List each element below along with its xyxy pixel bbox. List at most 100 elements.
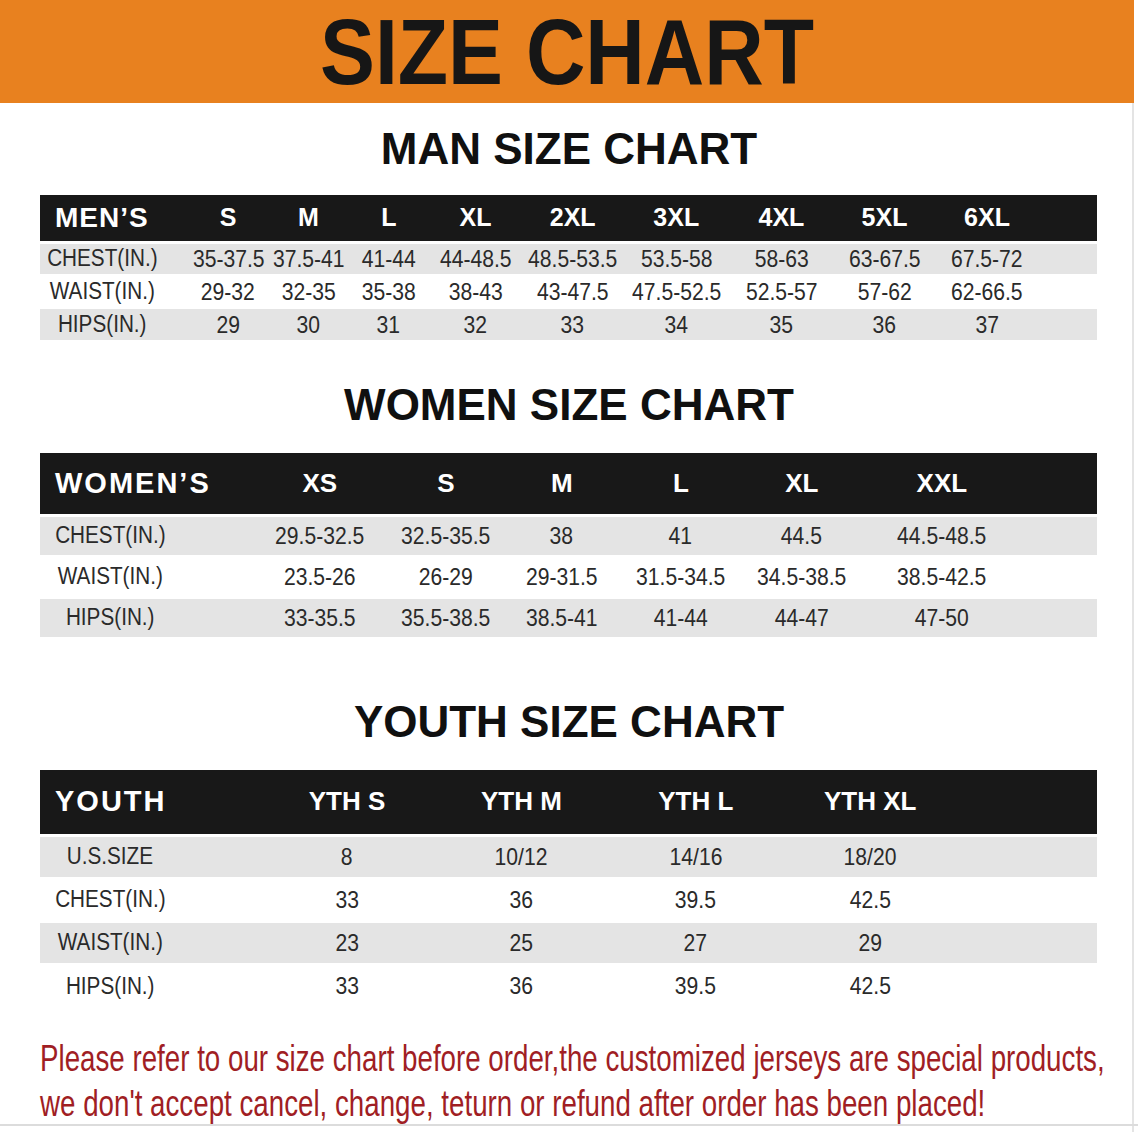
spacer-cell [1039,275,1097,308]
table-cell: 35-38 [349,275,429,308]
spacer-cell [1030,515,1097,556]
table-cell: 47.5-52.5 [623,275,729,308]
table-cell: 29.5-32.5 [260,515,380,556]
youth-size-xl: YTH XL [783,770,957,835]
mens-size-3xl: 3XL [623,195,729,242]
mens-size-l: L [349,195,429,242]
table-cell: 38-43 [429,275,522,308]
mens-size-m: M [268,195,348,242]
row-label: WAIST(IN.) [40,921,260,964]
mens-size-5xl: 5XL [834,195,935,242]
women-size-chart-heading: WOMEN SIZE CHART [0,382,1138,428]
table-cell: 27 [609,921,783,964]
youth-size-chart-heading: YOUTH SIZE CHART [0,699,1138,745]
table-cell: 30 [268,308,348,341]
table-cell: 36 [434,964,608,1007]
row-label: CHEST(IN.) [40,242,188,275]
table-cell: 57-62 [834,275,935,308]
row-label: CHEST(IN.) [40,878,260,921]
table-cell: 37.5-41 [268,242,348,275]
womens-header-row: WOMEN’S XS S M L XL XXL [40,453,1097,515]
table-cell: 32.5-35.5 [380,515,512,556]
youth-size-s: YTH S [260,770,434,835]
spacer-cell [1030,453,1097,515]
table-cell: 36 [834,308,935,341]
row-label: U.S.SIZE [40,835,260,878]
mens-size-6xl: 6XL [935,195,1039,242]
banner-title: SIZE CHART [320,5,814,97]
table-cell: 47-50 [854,597,1030,638]
table-cell: 10/12 [434,835,608,878]
table-cell: 38.5-41 [512,597,612,638]
table-cell: 39.5 [609,964,783,1007]
table-cell: 48.5-53.5 [522,242,623,275]
table-cell: 29 [783,921,957,964]
table-cell: 31 [349,308,429,341]
disclaimer-text: Please refer to our size chart before or… [40,1036,1130,1126]
spacer-cell [1039,308,1097,341]
womens-chest-row: CHEST(IN.) 29.5-32.5 32.5-35.5 38 41 44.… [40,515,1097,556]
youth-size-table: YOUTH YTH S YTH M YTH L YTH XL U.S.SIZE … [40,770,1097,1007]
table-cell: 52.5-57 [729,275,834,308]
spacer-cell [1030,556,1097,597]
table-cell: 41-44 [612,597,750,638]
table-cell: 35.5-38.5 [380,597,512,638]
table-cell: 33 [260,878,434,921]
table-cell: 35-37.5 [188,242,268,275]
youth-header-row: YOUTH YTH S YTH M YTH L YTH XL [40,770,1097,835]
row-label: WAIST(IN.) [40,556,260,597]
mens-size-2xl: 2XL [522,195,623,242]
table-cell: 26-29 [380,556,512,597]
womens-size-xs: XS [260,453,380,515]
row-label: WAIST(IN.) [40,275,188,308]
row-label: HIPS(IN.) [40,964,260,1007]
table-cell: 36 [434,878,608,921]
table-cell: 33 [260,964,434,1007]
table-cell: 44-48.5 [429,242,522,275]
mens-size-s: S [188,195,268,242]
disclaimer-line-1: Please refer to our size chart before or… [40,1036,1130,1081]
table-cell: 34 [623,308,729,341]
youth-size-l: YTH L [609,770,783,835]
row-label: HIPS(IN.) [40,308,188,341]
table-cell: 38 [512,515,612,556]
womens-header-label: WOMEN’S [40,453,260,515]
mens-waist-row: WAIST(IN.) 29-32 32-35 35-38 38-43 43-47… [40,275,1097,308]
man-size-chart-heading: MAN SIZE CHART [0,126,1138,172]
womens-size-l: L [612,453,750,515]
table-cell: 41-44 [349,242,429,275]
table-cell: 29-31.5 [512,556,612,597]
mens-header-label: MEN’S [40,195,188,242]
spacer-cell [1039,242,1097,275]
table-cell: 32-35 [268,275,348,308]
womens-size-xl: XL [750,453,854,515]
womens-hips-row: HIPS(IN.) 33-35.5 35.5-38.5 38.5-41 41-4… [40,597,1097,638]
table-cell: 23 [260,921,434,964]
mens-chest-row: CHEST(IN.) 35-37.5 37.5-41 41-44 44-48.5… [40,242,1097,275]
spacer-cell [957,878,1097,921]
womens-waist-row: WAIST(IN.) 23.5-26 26-29 29-31.5 31.5-34… [40,556,1097,597]
table-cell: 67.5-72 [935,242,1039,275]
row-label: CHEST(IN.) [40,515,260,556]
table-cell: 44-47 [750,597,854,638]
mens-size-4xl: 4XL [729,195,834,242]
womens-size-xxl: XXL [854,453,1030,515]
table-cell: 43-47.5 [522,275,623,308]
table-cell: 42.5 [783,964,957,1007]
table-cell: 34.5-38.5 [750,556,854,597]
image-edge-line-right [1132,103,1134,1132]
table-cell: 25 [434,921,608,964]
table-cell: 44.5 [750,515,854,556]
table-cell: 63-67.5 [834,242,935,275]
youth-ussize-row: U.S.SIZE 8 10/12 14/16 18/20 [40,835,1097,878]
mens-hips-row: HIPS(IN.) 29 30 31 32 33 34 35 36 37 [40,308,1097,341]
table-cell: 53.5-58 [623,242,729,275]
youth-header-label: YOUTH [40,770,260,835]
spacer-cell [957,921,1097,964]
mens-size-table: MEN’S S M L XL 2XL 3XL 4XL 5XL 6XL CHEST… [40,195,1097,342]
table-cell: 35 [729,308,834,341]
table-cell: 14/16 [609,835,783,878]
youth-size-m: YTH M [434,770,608,835]
table-cell: 62-66.5 [935,275,1039,308]
table-cell: 32 [429,308,522,341]
